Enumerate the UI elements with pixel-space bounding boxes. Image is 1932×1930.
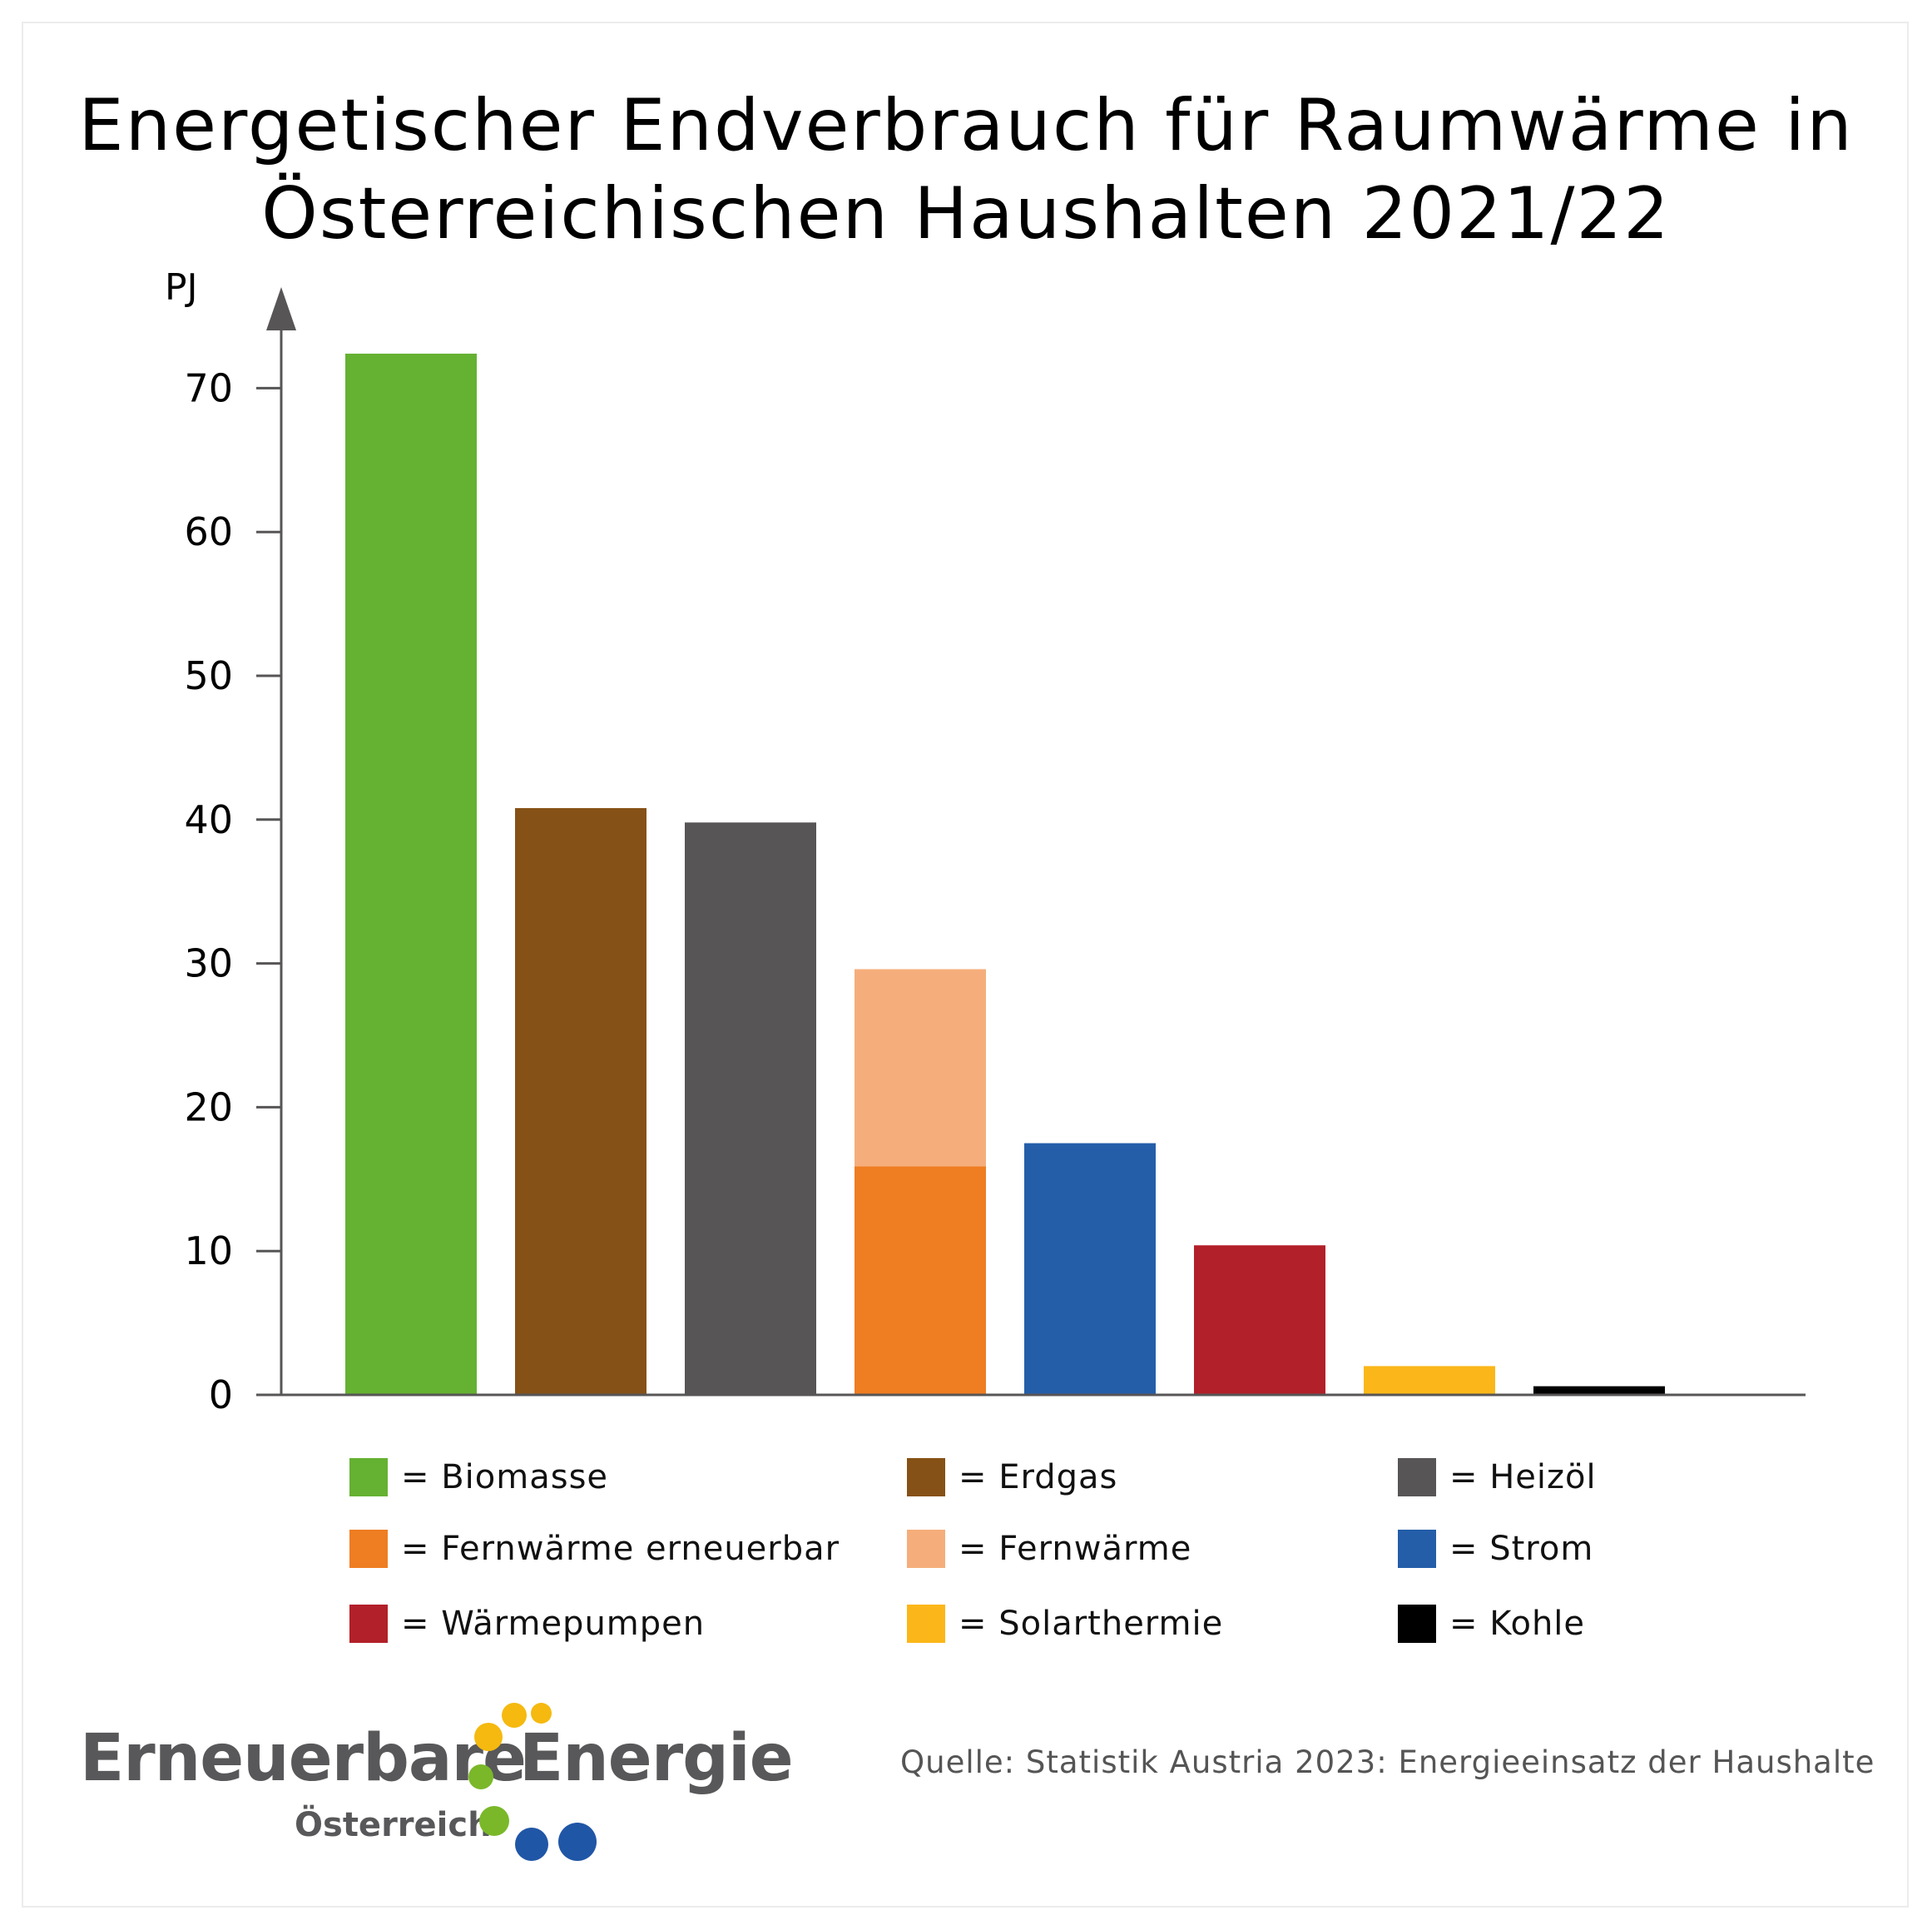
legend-swatch [349, 1458, 388, 1496]
y-tick-label-60: 60 [184, 509, 233, 554]
legend-swatch [907, 1605, 945, 1643]
y-tick-label-30: 30 [184, 941, 233, 986]
legend-swatch [1398, 1530, 1436, 1568]
legend-item: = Fernwärme [907, 1529, 1191, 1569]
chart-title-line-2: Österreichischen Haushalten 2021/22 [261, 172, 1671, 256]
logo-dot-yellow-1 [474, 1723, 503, 1751]
bar-erdgas [515, 807, 646, 1395]
logo-word-erneuerbare: Erneuerbare [80, 1721, 527, 1796]
legend-item: = Fernwärme erneuerbar [349, 1529, 840, 1569]
logo-dot-blue-2 [558, 1823, 597, 1861]
chart-title: Energetischer Endverbrauch für Raumwärme… [0, 82, 1932, 258]
legend-swatch [1398, 1605, 1436, 1643]
legend-item: = Heizöl [1398, 1457, 1597, 1497]
legend-label: = Heizöl [1449, 1458, 1597, 1496]
legend-label: = Fernwärme [959, 1530, 1192, 1568]
bar-w-rmepumpen [1194, 1245, 1325, 1395]
logo-dot-green-2 [479, 1806, 509, 1836]
legend-label: = Solarthermie [959, 1605, 1224, 1643]
logo: Erneuerbare Energie Österreich [80, 1698, 794, 1864]
y-tick-label-20: 20 [184, 1084, 233, 1129]
legend-label: = Wärmepumpen [401, 1605, 706, 1643]
legend-item: = Erdgas [907, 1457, 1117, 1497]
y-tick-label-70: 70 [184, 365, 233, 410]
legend-label: = Biomasse [401, 1458, 609, 1496]
logo-dot-yellow-3 [531, 1703, 552, 1724]
chart-frame [22, 22, 1909, 1908]
legend-label: = Erdgas [959, 1458, 1118, 1496]
logo-word-energie: Energie [519, 1721, 794, 1796]
legend-item: = Wärmepumpen [349, 1604, 705, 1644]
legend-swatch [349, 1605, 388, 1643]
bar-fernw-rme-seg-1 [855, 969, 986, 1167]
legend-item: = Strom [1398, 1529, 1593, 1569]
legend-swatch [907, 1458, 945, 1496]
chart-title-line-1: Energetischer Endverbrauch für Raumwärme… [78, 84, 1854, 167]
y-tick-label-0: 0 [209, 1372, 233, 1417]
bar-kohle [1533, 1386, 1665, 1395]
y-tick-label-40: 40 [184, 797, 233, 842]
legend-label: = Strom [1449, 1530, 1594, 1568]
legend-swatch [907, 1530, 945, 1568]
y-axis-arrow [266, 287, 296, 330]
bar-strom [1024, 1143, 1156, 1395]
legend-item: = Kohle [1398, 1604, 1585, 1644]
logo-dot-green-1 [468, 1764, 493, 1789]
bar-heiz-l [685, 822, 816, 1395]
bar-solarthermie [1364, 1366, 1495, 1395]
y-tick-label-50: 50 [184, 653, 233, 698]
bar-fernw-rme-seg-0 [855, 1166, 986, 1395]
y-axis-unit-label: PJ [165, 266, 198, 309]
legend-label: = Kohle [1449, 1605, 1586, 1643]
logo-dot-yellow-2 [502, 1703, 527, 1728]
source-note: Quelle: Statistik Austria 2023: Energiee… [900, 1744, 1875, 1780]
legend-item: = Biomasse [349, 1457, 608, 1497]
logo-subtitle: Österreich [295, 1806, 492, 1844]
legend-label: = Fernwärme erneuerbar [401, 1530, 840, 1568]
legend-item: = Solarthermie [907, 1604, 1223, 1644]
y-tick-label-10: 10 [184, 1228, 233, 1273]
legend-swatch [1398, 1458, 1436, 1496]
logo-dot-blue-1 [515, 1828, 548, 1861]
bar-biomasse [345, 353, 477, 1396]
legend-swatch [349, 1530, 388, 1568]
